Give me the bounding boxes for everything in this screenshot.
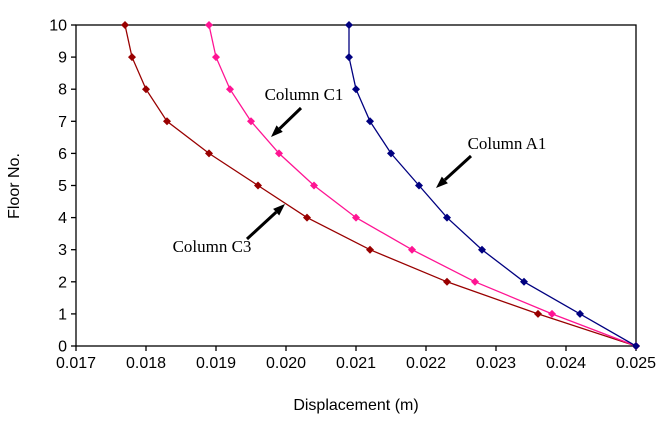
x-axis-title: Displacement (m) <box>293 397 419 414</box>
y-tick-label: 4 <box>58 210 67 227</box>
y-tick-label: 6 <box>58 146 67 163</box>
x-tick-label: 0.025 <box>616 355 656 372</box>
annotation-arrow <box>436 154 473 188</box>
data-point-marker <box>415 181 423 190</box>
y-tick-label: 1 <box>58 306 67 323</box>
data-point-marker <box>548 309 556 318</box>
data-point-marker <box>247 117 255 126</box>
annotation-column-c1: Column C1 <box>264 85 344 104</box>
annotation-arrow <box>245 204 285 241</box>
data-point-marker <box>366 117 374 126</box>
y-tick-label: 8 <box>58 82 67 99</box>
data-point-marker <box>205 21 213 29</box>
y-tick-label: 9 <box>58 50 67 67</box>
annotation-arrow <box>271 106 303 137</box>
x-tick-label: 0.018 <box>126 355 166 372</box>
x-tick-label: 0.017 <box>56 355 96 372</box>
x-tick-label: 0.022 <box>406 355 446 372</box>
data-point-marker <box>205 149 213 158</box>
y-tick-label: 10 <box>49 18 67 35</box>
y-tick-label: 0 <box>58 339 67 356</box>
data-point-marker <box>443 213 451 222</box>
y-tick-label: 2 <box>58 274 67 291</box>
data-point-marker <box>408 245 416 254</box>
annotation-column-a1: Column A1 <box>467 134 547 153</box>
data-point-marker <box>471 277 479 286</box>
data-point-marker <box>345 21 353 29</box>
y-axis-title: Floor No. <box>6 153 23 219</box>
data-point-marker <box>478 245 486 254</box>
data-point-marker <box>576 309 584 318</box>
x-tick-label: 0.020 <box>266 355 306 372</box>
x-tick-label: 0.023 <box>476 355 516 372</box>
annotation-column-c3: Column C3 <box>172 237 252 256</box>
data-point-marker <box>352 213 360 222</box>
data-point-marker <box>163 117 171 126</box>
data-point-marker <box>142 85 150 94</box>
data-point-marker <box>632 342 640 350</box>
data-point-marker <box>275 149 283 158</box>
data-point-marker <box>520 277 528 286</box>
data-point-marker <box>366 245 374 254</box>
data-point-marker <box>226 85 234 94</box>
data-point-marker <box>128 53 136 62</box>
data-point-marker <box>121 21 129 29</box>
x-axis-ticks: 0.017 0.018 0.019 0.020 0.021 0.022 0.023 0.024… <box>56 346 656 372</box>
data-point-marker <box>254 181 262 190</box>
data-point-marker <box>387 149 395 158</box>
y-tick-label: 3 <box>58 242 67 259</box>
data-point-marker <box>345 53 353 62</box>
x-tick-label: 0.019 <box>196 355 236 372</box>
data-point-marker <box>443 277 451 286</box>
data-point-marker <box>303 213 311 222</box>
y-tick-label: 5 <box>58 178 67 195</box>
y-tick-label: 7 <box>58 114 67 131</box>
series-column-a1 <box>345 21 640 350</box>
data-point-marker <box>310 181 318 190</box>
x-tick-label: 0.024 <box>546 355 586 372</box>
x-tick-label: 0.021 <box>336 355 376 372</box>
series-column-c3 <box>121 21 640 350</box>
y-axis-ticks: 0 1 2 3 4 5 6 7 8 9 10 <box>49 18 76 356</box>
data-point-marker <box>534 309 542 318</box>
data-point-marker <box>212 53 220 62</box>
data-point-marker <box>352 85 360 94</box>
